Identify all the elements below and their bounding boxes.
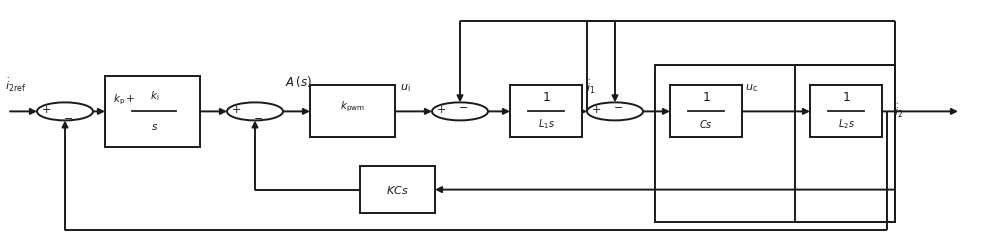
Text: $u_{\rm i}$: $u_{\rm i}$ [400,82,411,94]
Text: $KCs$: $KCs$ [386,184,409,196]
Bar [510,85,582,137]
Bar [795,65,895,222]
Text: $\dot{i}_{2{\rm ref}}$: $\dot{i}_{2{\rm ref}}$ [5,77,26,94]
Bar [810,85,882,137]
Text: $1$: $1$ [542,91,550,104]
Bar [655,65,895,222]
Bar [310,85,395,137]
Ellipse shape [587,102,643,120]
Text: $A\,(s)$: $A\,(s)$ [285,73,312,89]
Text: $L_2s$: $L_2s$ [838,118,854,131]
Text: $-$: $-$ [613,101,623,111]
Bar [670,85,742,137]
Text: $k_{\rm p}+$: $k_{\rm p}+$ [113,93,135,107]
Text: $L_1s$: $L_1s$ [538,118,554,131]
Text: $\dot{i}_2$: $\dot{i}_2$ [894,103,903,120]
Text: $\dot{i}_1$: $\dot{i}_1$ [586,79,595,96]
Bar [360,166,435,213]
Text: $Cs$: $Cs$ [699,118,713,130]
Text: $k_{\rm i}$: $k_{\rm i}$ [150,89,159,103]
Text: $-$: $-$ [63,112,73,122]
Text: $s$: $s$ [151,122,158,132]
Ellipse shape [227,102,283,120]
Text: $1$: $1$ [702,91,710,104]
Ellipse shape [432,102,488,120]
Ellipse shape [37,102,93,120]
Text: $-$: $-$ [458,101,468,111]
Text: +: + [42,105,51,115]
Text: +: + [592,105,601,115]
Text: $k_{\rm pwm}$: $k_{\rm pwm}$ [340,100,365,114]
Text: $u_{\rm c}$: $u_{\rm c}$ [745,82,758,94]
Text: $1$: $1$ [842,91,850,104]
Text: +: + [437,105,446,115]
Bar [105,76,200,147]
Text: +: + [232,105,241,115]
Text: $-$: $-$ [253,112,263,122]
